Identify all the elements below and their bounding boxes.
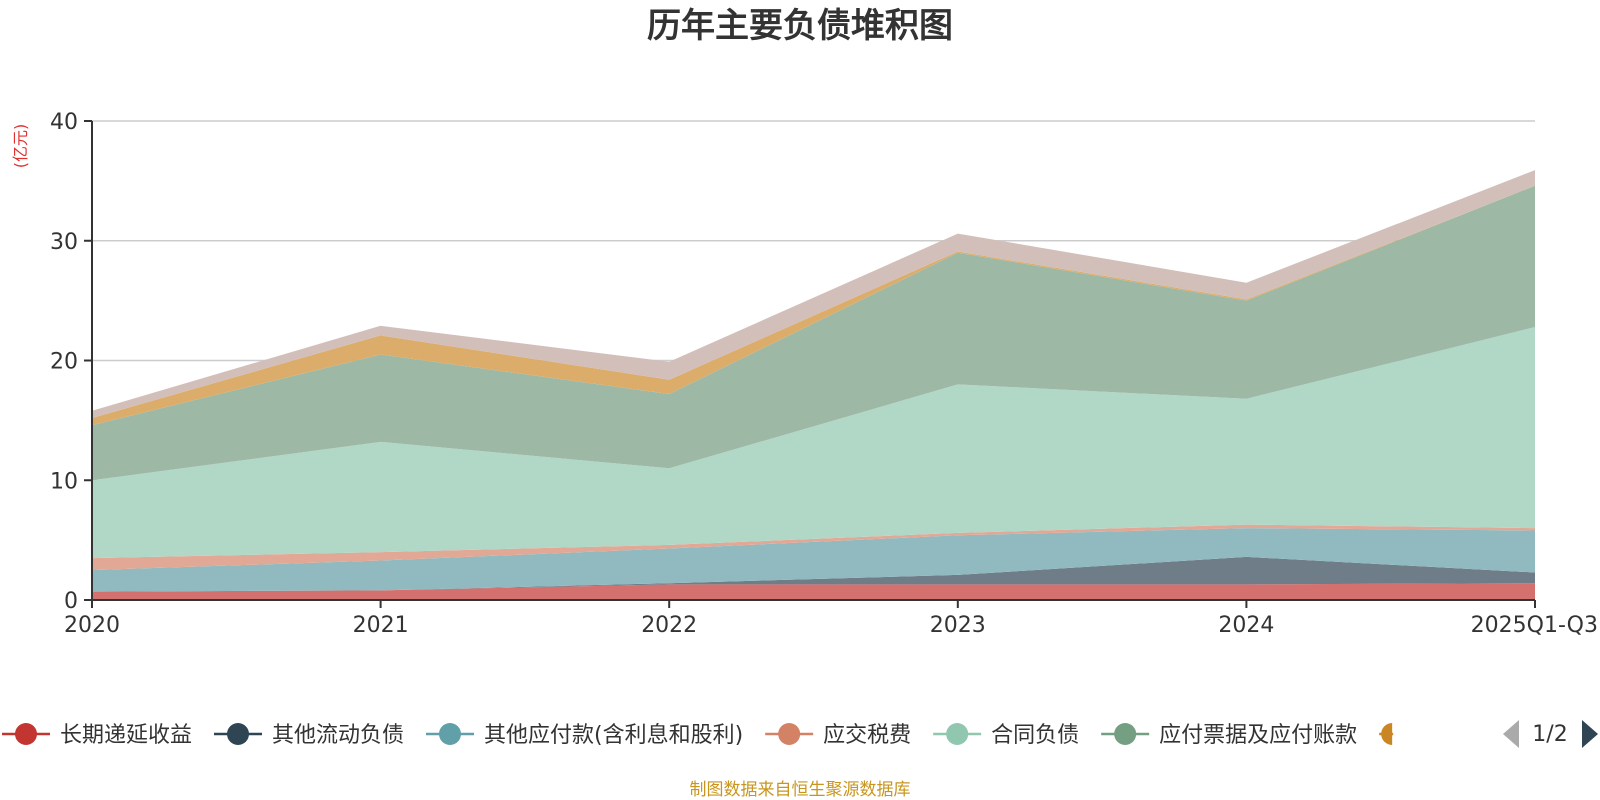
legend-prev-page-icon[interactable] (1503, 720, 1519, 748)
x-tick-label: 2022 (641, 613, 697, 638)
area-series-4 (92, 327, 1535, 559)
legend-label: 其他流动负债 (272, 723, 404, 748)
legend-item[interactable]: 合同负债 (933, 723, 1079, 748)
x-tick-label: 2024 (1218, 613, 1274, 638)
axes (84, 120, 1536, 608)
legend-pager[interactable]: 1/2 (1503, 720, 1598, 748)
legend-circle-marker (1381, 723, 1393, 745)
chart-title: 历年主要负债堆积图 (647, 6, 953, 46)
y-tick-label: 30 (50, 230, 78, 255)
legend-circle-marker (778, 723, 801, 745)
area-series-5 (92, 185, 1535, 481)
y-tick-label: 20 (50, 350, 78, 375)
legend[interactable]: 长期递延收益 其他流动负债 其他应付款(含利息和股利) 应交税费 合同负债 应付票据及应付… (2, 723, 1394, 748)
area-series-7 (92, 170, 1535, 418)
legend-page-indicator: 1/2 (1532, 722, 1567, 747)
legend-circle-marker (227, 723, 250, 745)
area-series-1 (92, 556, 1535, 592)
legend-label: 应交税费 (823, 723, 911, 748)
y-tick-label: 0 (64, 589, 78, 614)
legend-label: 长期递延收益 (60, 723, 192, 748)
source-note: 制图数据来自恒生聚源数据库 (690, 780, 911, 800)
x-tick-label: 2021 (353, 613, 409, 638)
y-tick-label: 10 (50, 469, 78, 494)
legend-circle-marker (439, 723, 462, 745)
legend-circle-marker (15, 723, 37, 745)
x-tick-label: 2023 (930, 613, 986, 638)
x-tick-label: 2020 (64, 613, 120, 638)
y-axis-unit: (亿元) (11, 124, 30, 169)
legend-item[interactable] (1379, 723, 1394, 745)
x-tick-label: 2025Q1-Q3 (1471, 613, 1598, 638)
area-series (92, 170, 1535, 600)
legend-item[interactable]: 应交税费 (765, 723, 911, 748)
area-series-2 (92, 528, 1535, 592)
legend-circle-marker (946, 723, 969, 745)
legend-item[interactable]: 应付票据及应付账款 (1101, 723, 1357, 748)
legend-next-page-icon[interactable] (1582, 720, 1598, 748)
legend-item[interactable]: 长期递延收益 (2, 723, 192, 748)
y-tick-label: 40 (50, 110, 78, 135)
legend-label: 其他应付款(含利息和股利) (484, 723, 743, 748)
tick-labels: 0 10 20 30 40 2020 2021 2022 2023 2024 2025Q1-Q3 (50, 110, 1598, 638)
legend-item[interactable]: 其他流动负债 (214, 723, 404, 748)
legend-label: 应付票据及应付账款 (1159, 723, 1357, 748)
area-series-3 (92, 524, 1535, 571)
area-series-0 (92, 583, 1535, 600)
legend-item[interactable]: 其他应付款(含利息和股利) (426, 723, 743, 748)
legend-label: 合同负债 (991, 723, 1079, 748)
legend-circle-marker (1114, 723, 1137, 745)
